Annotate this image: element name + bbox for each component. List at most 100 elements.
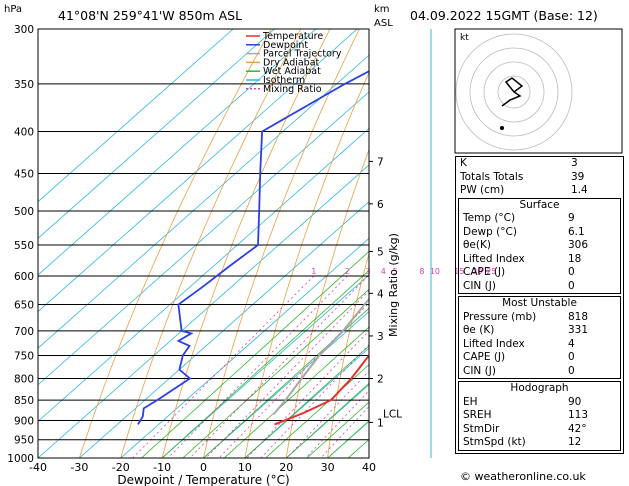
index-row-pw: PW (cm) 1.4 — [460, 184, 588, 196]
legend-label: Dry Adiabat — [263, 57, 320, 68]
isotherm-line — [38, 29, 358, 313]
pressure-tick-label: 650 — [14, 300, 34, 312]
isotherm-line — [244, 347, 369, 458]
pressure-tick-label: 800 — [14, 373, 34, 385]
pressure-tick-label: 1000 — [7, 453, 34, 465]
storm-motion-marker — [500, 126, 504, 130]
wet-adiabat-line — [203, 307, 369, 458]
legend-label: Mixing Ratio — [263, 84, 322, 95]
index-row-totals: Totals Totals 39 — [460, 170, 585, 183]
pressure-tick-label: 850 — [14, 395, 34, 407]
hodograph-trace — [501, 77, 524, 107]
hodo-row: SREH 113 — [463, 409, 589, 421]
most-unstable-table: Most Unstable Pressure (mb) 818 θe (K) 331… — [458, 296, 621, 379]
isotherm-line — [161, 274, 369, 458]
km-tick-label: 1 — [377, 417, 384, 429]
mixing-ratio-line — [320, 405, 369, 458]
pressure-tick-label: 550 — [14, 240, 34, 252]
isotherm-line — [120, 237, 369, 458]
legend-label: Dewpoint — [263, 40, 308, 51]
hodo-row: StmDir 42° — [463, 422, 587, 435]
most-unstable-title: Most Unstable — [502, 297, 577, 309]
wet-adiabat-line — [265, 364, 369, 458]
x-tick-label: 0 — [200, 461, 207, 474]
mu-row: Pressure (mb) 818 — [463, 310, 589, 323]
dewpoint-line — [137, 70, 369, 425]
isotherm-line — [38, 29, 234, 203]
pressure-tick-label: 750 — [14, 350, 34, 362]
legend-label: Isotherm — [263, 75, 305, 86]
pressure-tick-label: 400 — [14, 127, 34, 139]
surface-row: Lifted Index 18 — [463, 252, 582, 265]
pressure-tick-label: 700 — [14, 326, 34, 338]
wet-adiabat-line — [244, 345, 369, 458]
pressure-tick-label: 300 — [14, 24, 34, 36]
surface-row: CAPE (J) 0 — [463, 266, 575, 278]
mu-row: Lifted Index 4 — [463, 337, 575, 350]
km-label: km — [374, 4, 390, 15]
parcel-trajectory-line — [272, 297, 369, 416]
x-tick-label: -10 — [153, 461, 171, 474]
mixing-ratio-line — [167, 275, 348, 458]
surface-row: Dewp (°C) 6.1 — [463, 225, 585, 238]
surface-title: Surface — [519, 198, 560, 211]
mixing-ratio-label: 10 — [430, 267, 440, 276]
isotherm-line — [38, 54, 369, 349]
surface-table: Surface Temp (°C) 9 Dewp (°C) 6.1 θe(K) 306… — [458, 197, 621, 294]
hodograph-ring — [497, 75, 531, 109]
mixing-ratio-label: 1 — [311, 267, 316, 276]
mixing-ratio-label: 25 — [486, 267, 496, 276]
x-tick-label: 20 — [279, 461, 293, 474]
hpa-label: hPa — [4, 4, 22, 15]
km-tick-label: 4 — [377, 288, 384, 300]
mixing-ratio-line — [189, 275, 369, 458]
hodograph-frame — [454, 28, 623, 154]
isotherm-line — [38, 91, 369, 386]
datetime-title: 04.09.2022 15GMT (Base: 12) — [410, 8, 598, 23]
dry-adiabat-line — [79, 29, 272, 458]
wet-adiabat-line — [286, 382, 369, 458]
asl-label: ASL — [374, 18, 393, 29]
mixing-ratio-line — [260, 344, 369, 458]
hodo-row: StmSpd (kt) 12 — [463, 436, 582, 448]
temperature-line — [274, 353, 369, 426]
km-tick-label: 3 — [377, 331, 384, 343]
isotherm-line — [38, 127, 369, 422]
location-title: 41°08'N 259°41'W 850m ASL — [58, 8, 242, 23]
mu-row: CAPE (J) 0 — [463, 351, 575, 363]
isotherm-line — [203, 311, 369, 458]
hodo-row: EH 90 — [463, 395, 582, 408]
km-tick-label: 7 — [377, 156, 384, 168]
mixing-ratio-label: 20 — [472, 267, 482, 276]
km-tick-label: 5 — [377, 246, 384, 258]
pressure-tick-label: 950 — [14, 435, 34, 447]
hodograph-unit-label: kt — [460, 33, 469, 43]
pressure-tick-label: 900 — [14, 415, 34, 427]
mixing-ratio-label: 2 — [345, 267, 350, 276]
x-tick-label: -40 — [29, 461, 47, 474]
legend-label: Parcel Trajectory — [263, 49, 342, 60]
isotherm-line — [79, 201, 369, 458]
isotherm-line — [38, 29, 275, 239]
mixing-ratio-label: 3 — [365, 267, 370, 276]
x-tick-label: 10 — [238, 461, 252, 474]
mixing-ratio-line — [305, 390, 369, 458]
x-tick-label: -30 — [70, 461, 88, 474]
km-tick-label: 2 — [377, 373, 384, 385]
x-tick-label: -20 — [112, 461, 130, 474]
km-tick-label: 6 — [377, 199, 384, 211]
hodograph-title: Hodograph — [510, 382, 569, 394]
surface-row: θe(K) 306 — [463, 239, 589, 251]
hodograph-ring — [455, 33, 573, 151]
mixing-ratio-line — [205, 290, 369, 458]
x-axis-title: Dewpoint / Temperature (°C) — [117, 473, 289, 486]
mixing-ratio-label: 4 — [381, 267, 386, 276]
legend-label: Wet Adiabat — [263, 66, 321, 77]
hodograph-table: Hodograph EH 90 SREH 113 StmDir 42° StmSpd … — [458, 381, 621, 451]
hodograph-ring — [483, 61, 545, 123]
footer-credit[interactable]: © weatheronline.co.uk — [460, 470, 586, 483]
